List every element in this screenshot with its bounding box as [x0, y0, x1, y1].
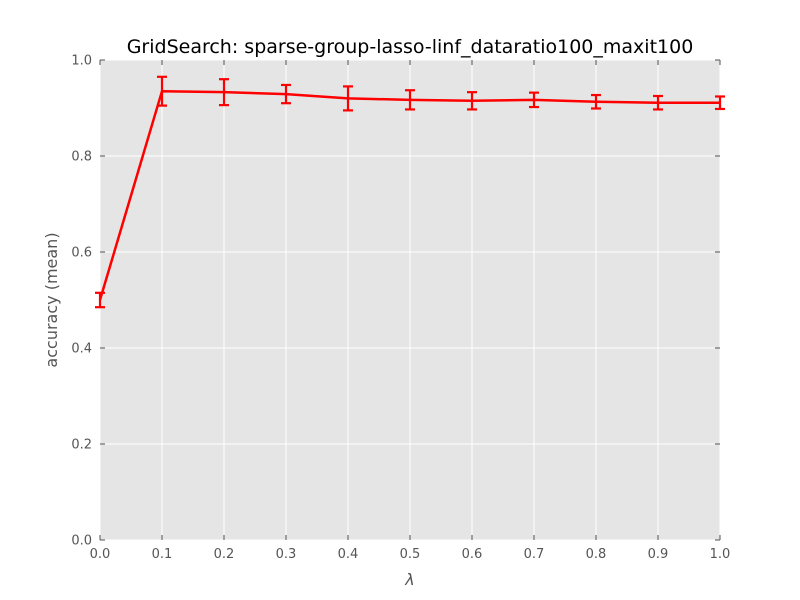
x-tick-label: 0.1 [152, 547, 173, 562]
x-axis-label: λ [404, 570, 414, 589]
x-tick-label: 0.6 [462, 547, 483, 562]
y-tick-label: 0.8 [71, 150, 92, 165]
x-tick-label: 0.5 [400, 547, 421, 562]
x-tick-label: 0.7 [524, 547, 545, 562]
chart-title: GridSearch: sparse-group-lasso-linf_data… [127, 36, 694, 58]
x-tick-label: 0.9 [648, 547, 669, 562]
y-axis-label: accuracy (mean) [42, 232, 61, 367]
axis-ticks: 0.0 0.1 0.2 0.3 0.4 0.5 0.6 0.7 0.8 0.9 1.0 0.0 0.2 0… [71, 54, 730, 563]
x-tick-label: 0.2 [214, 547, 235, 562]
series-line [98, 89, 720, 301]
x-tick-label: 1.0 [710, 547, 731, 562]
x-tick-label: 0.3 [276, 547, 297, 562]
y-tick-label: 0.0 [71, 534, 92, 549]
y-tick-label: 1.0 [71, 54, 92, 69]
x-tick-label: 0.8 [586, 547, 607, 562]
x-tick-label: 0.0 [90, 547, 111, 562]
grid-lines [99, 59, 721, 541]
y-tick-label: 0.2 [71, 438, 92, 453]
y-tick-label: 0.6 [71, 246, 92, 261]
x-tick-label: 0.4 [338, 547, 359, 562]
series-lines [98, 89, 720, 301]
y-tick-label: 0.4 [71, 342, 92, 357]
